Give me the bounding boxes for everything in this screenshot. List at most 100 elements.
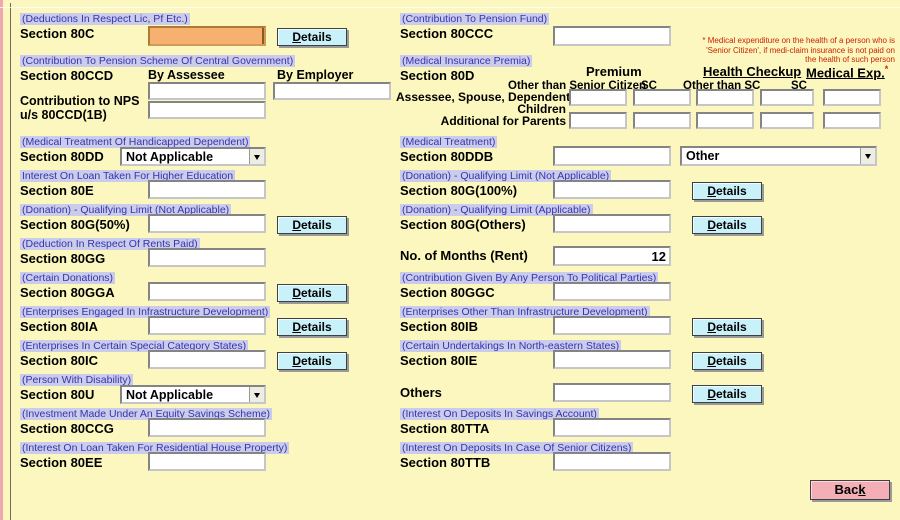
details-button-80ie[interactable]: Details [692, 352, 762, 370]
field-hint-80u: (Person With Disability) [20, 374, 134, 386]
details-hotkey: D [707, 354, 716, 368]
field-label-80dd: Section 80DD [20, 149, 104, 164]
field-label-80g50: Section 80G(50%) [20, 217, 130, 232]
field-hint-80d: (Medical Insurance Premia) [400, 55, 533, 67]
field-label-80ggc: Section 80GGC [400, 285, 495, 300]
details-hotkey: D [707, 320, 716, 334]
field-hint-80g-others: (Donation) - Qualifying Limit (Applicabl… [400, 204, 593, 216]
details-button-80gga[interactable]: Details [277, 284, 347, 302]
input-80d-parents-checkup-sc[interactable] [760, 112, 814, 129]
details-button-80g50[interactable]: Details [277, 216, 347, 234]
field-label-80ddb: Section 80DDB [400, 149, 494, 164]
input-80gg[interactable] [148, 248, 266, 267]
input-80e[interactable] [148, 180, 266, 199]
input-80ic[interactable] [148, 350, 266, 369]
details-button-80c[interactable]: Details [277, 28, 347, 46]
input-others[interactable] [553, 383, 671, 402]
input-80d-assessee-premium-other[interactable] [569, 89, 627, 106]
details-button-80ic[interactable]: Details [277, 352, 347, 370]
input-80ccg[interactable] [148, 418, 266, 437]
input-80c[interactable] [148, 26, 266, 46]
details-button-80g-others[interactable]: Details [692, 216, 762, 234]
dropdown-80dd-value: Not Applicable [126, 149, 214, 164]
chevron-down-icon[interactable] [860, 148, 875, 164]
input-80d-parents-premium-sc[interactable] [633, 112, 691, 129]
field-hint-80ttb: (Interest On Deposits In Case Of Senior … [400, 442, 634, 454]
label-nps-line1: Contribution to NPS [20, 94, 140, 108]
back-button[interactable]: Back [810, 480, 890, 500]
field-label-80ia: Section 80IA [20, 319, 99, 334]
field-hint-80c: (Deductions In Respect Lic, Pf Etc.) [20, 13, 190, 25]
field-label-80ib: Section 80IB [400, 319, 479, 334]
field-label-80g-others: Section 80G(Others) [400, 217, 526, 232]
details-label: etails [715, 218, 747, 232]
input-80d-parents-medical-exp[interactable] [823, 112, 881, 129]
input-80d-parents-premium-other[interactable] [569, 112, 627, 129]
senior-citizen-footnote: * Medical expenditure on the health of a… [702, 36, 895, 64]
details-hotkey: D [707, 387, 716, 401]
field-label-80ee: Section 80EE [20, 455, 103, 470]
window-left-edge [0, 0, 3, 520]
details-hotkey: D [292, 320, 301, 334]
input-months-rent[interactable] [553, 246, 671, 266]
input-80ie[interactable] [553, 350, 671, 369]
input-80d-parents-checkup-other[interactable] [696, 112, 754, 129]
details-label: etails [300, 30, 332, 44]
field-hint-80ee: (Interest On Loan Taken For Residential … [20, 442, 290, 454]
label-nps-line2: u/s 80CCD(1B) [20, 108, 107, 122]
dropdown-80dd[interactable]: Not Applicable [120, 147, 266, 166]
details-hotkey: D [292, 286, 301, 300]
rowlabel-additional-for-parents: Additional for Parents [440, 114, 566, 128]
field-hint-80ic: (Enterprises In Certain Special Category… [20, 340, 249, 352]
dropdown-arrow-glyph [254, 392, 260, 401]
dropdown-80u[interactable]: Not Applicable [120, 385, 266, 404]
window-left-border-line [10, 3, 11, 520]
rowlabel-children: Children [517, 102, 566, 116]
label-others: Others [400, 385, 442, 400]
input-80ggc[interactable] [553, 282, 671, 301]
chevron-down-icon[interactable] [249, 387, 264, 402]
input-80ccd-assessee[interactable] [148, 82, 266, 100]
details-label: etails [715, 387, 747, 401]
header-by-employer: By Employer [277, 68, 354, 82]
input-80d-assessee-premium-sc[interactable] [633, 89, 691, 106]
field-label-80ic: Section 80IC [20, 353, 99, 368]
input-80d-assessee-checkup-other[interactable] [696, 89, 754, 106]
field-hint-80gg: (Deduction In Respect Of Rents Paid) [20, 238, 200, 250]
field-label-80tta: Section 80TTA [400, 421, 490, 436]
field-label-80d: Section 80D [400, 68, 475, 83]
details-label: etails [715, 354, 747, 368]
back-label: Bac [834, 482, 859, 497]
details-button-80ib[interactable]: Details [692, 318, 762, 336]
details-button-80ia[interactable]: Details [277, 318, 347, 336]
details-hotkey: D [707, 218, 716, 232]
input-80ttb[interactable] [553, 452, 671, 471]
field-hint-80ccd: (Contribution To Pension Scheme Of Centr… [20, 55, 296, 67]
field-label-80g100: Section 80G(100%) [400, 183, 518, 198]
input-80d-assessee-checkup-sc[interactable] [760, 89, 814, 106]
input-80ee[interactable] [148, 452, 266, 471]
details-label: etails [300, 320, 332, 334]
input-80ccd-1b-nps[interactable] [148, 101, 266, 119]
dropdown-80ddb[interactable]: Other [680, 146, 877, 166]
field-hint-80ie: (Certain Undertakings In North-eastern S… [400, 340, 622, 352]
input-80ccd-employer[interactable] [273, 82, 391, 100]
input-80tta[interactable] [553, 418, 671, 437]
input-80g50[interactable] [148, 214, 266, 233]
details-hotkey: D [292, 30, 301, 44]
field-hint-80dd: (Medical Treatment Of Handicapped Depend… [20, 136, 251, 148]
input-80ib[interactable] [553, 316, 671, 335]
input-80gga[interactable] [148, 282, 266, 301]
header-health-checkup: Health Checkup [703, 64, 802, 79]
header-by-assessee: By Assessee [148, 68, 225, 82]
input-80g-others[interactable] [553, 214, 671, 233]
input-80ccc[interactable] [553, 26, 671, 46]
details-button-80g100[interactable]: Details [692, 182, 762, 200]
input-80g100[interactable] [553, 180, 671, 199]
input-80d-assessee-medical-exp[interactable] [823, 89, 881, 106]
details-button-others[interactable]: Details [692, 385, 762, 403]
input-80ddb[interactable] [553, 146, 671, 166]
chevron-down-icon[interactable] [249, 149, 264, 164]
input-80ia[interactable] [148, 316, 266, 335]
